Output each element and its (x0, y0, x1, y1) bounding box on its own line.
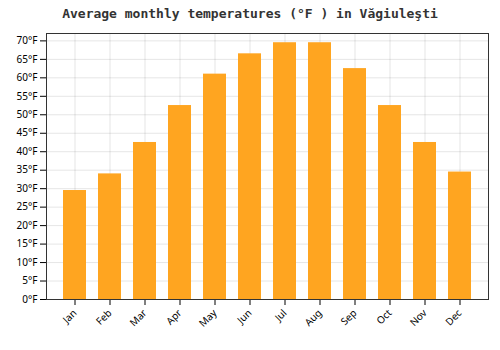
svg-text:10°F: 10°F (17, 255, 38, 269)
svg-text:Feb: Feb (92, 306, 114, 328)
svg-text:5°F: 5°F (22, 273, 37, 287)
svg-text:Apr: Apr (163, 306, 185, 328)
svg-text:Dec: Dec (442, 306, 465, 329)
svg-text:30°F: 30°F (17, 181, 38, 195)
svg-text:45°F: 45°F (17, 125, 38, 139)
svg-text:Aug: Aug (301, 306, 324, 329)
svg-text:0°F: 0°F (22, 292, 37, 306)
svg-text:Jun: Jun (233, 306, 254, 327)
svg-text:50°F: 50°F (17, 107, 38, 121)
svg-text:35°F: 35°F (17, 162, 38, 176)
svg-text:40°F: 40°F (17, 144, 38, 158)
svg-text:May: May (195, 305, 220, 330)
svg-text:20°F: 20°F (17, 218, 38, 232)
svg-text:25°F: 25°F (17, 199, 38, 213)
html-text:Average monthly temperatures (: Average monthly temperatures (°F ) in Vă… (62, 6, 438, 21)
svg-text:Nov: Nov (406, 305, 430, 329)
svg-text:Mar: Mar (126, 306, 149, 329)
svg-text:70°F: 70°F (17, 33, 38, 47)
svg-text:Sep: Sep (337, 306, 359, 328)
svg-text:Jul: Jul (271, 306, 290, 325)
svg-text:Jan: Jan (59, 306, 80, 327)
svg-text:15°F: 15°F (17, 236, 38, 250)
svg-text:Oct: Oct (373, 306, 395, 328)
svg-text:65°F: 65°F (17, 52, 38, 66)
svg-text:60°F: 60°F (17, 70, 38, 84)
svg-text:55°F: 55°F (17, 89, 38, 103)
